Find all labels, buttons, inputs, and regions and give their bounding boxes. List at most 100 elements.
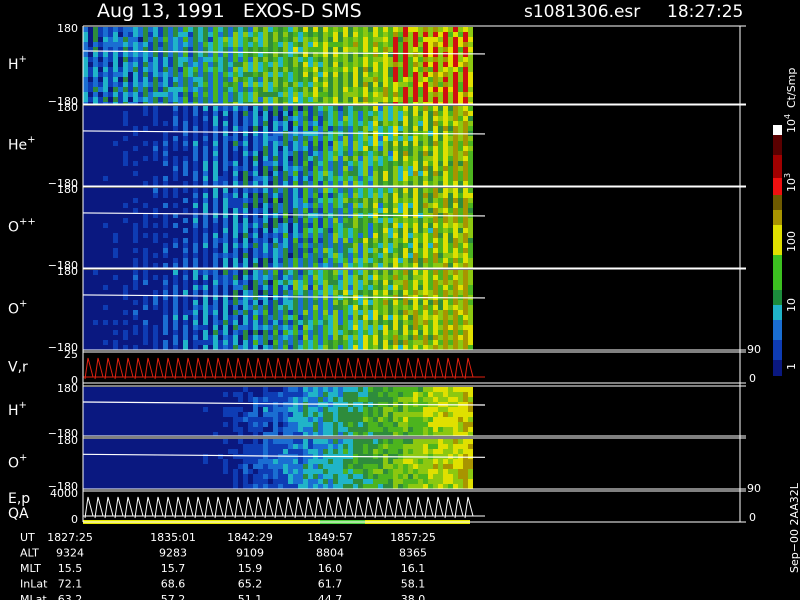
spectrum-cell xyxy=(243,310,248,315)
spectrum-cell xyxy=(378,87,383,92)
spectrum-cell xyxy=(378,330,383,335)
spectrum-cell xyxy=(338,151,343,156)
spectrum-cell xyxy=(323,151,328,156)
spectrum-cell xyxy=(258,315,263,320)
spectrum-cell xyxy=(433,176,438,181)
spectrum-cell xyxy=(238,72,243,77)
spectrum-cell xyxy=(298,156,303,161)
spectrum-cell xyxy=(353,193,358,198)
spectrum-cell xyxy=(183,72,188,77)
spectrum-cell xyxy=(258,37,263,42)
spectrum-cell xyxy=(178,151,183,156)
spectrum-cell xyxy=(378,52,383,57)
spectrum-cell xyxy=(228,156,233,161)
spectrum-cell xyxy=(263,102,268,104)
spectrum-cell xyxy=(193,253,198,258)
spectrum-cell xyxy=(158,325,163,330)
spectrum-cell xyxy=(333,171,338,176)
spectrum-cell xyxy=(253,151,258,156)
spectrum-cell xyxy=(198,27,203,32)
spectrum-cell xyxy=(438,258,443,263)
spectrum-cell xyxy=(113,111,118,116)
spectrum-cell xyxy=(433,136,438,141)
spectrum-cell xyxy=(393,285,398,290)
spectrum-cell xyxy=(258,248,263,253)
spectrum-cell xyxy=(383,253,388,258)
spectrum-cell xyxy=(243,258,248,263)
spectrum-cell xyxy=(323,198,328,203)
spectrum-cell xyxy=(378,193,383,198)
spectrum-cell xyxy=(178,47,183,52)
spectrum-cell xyxy=(133,176,138,181)
spectrum-cell xyxy=(313,77,318,82)
spectrum-cell xyxy=(333,181,338,186)
spectrum-cell xyxy=(218,243,223,248)
spectrum-cell xyxy=(163,156,168,161)
spectrum-cell xyxy=(253,47,258,52)
spectrum-cell xyxy=(413,181,418,186)
spectrum-cell xyxy=(308,97,313,102)
spectrum-cell xyxy=(383,37,388,42)
spectrum-cell xyxy=(283,325,288,330)
spectrum-cell xyxy=(453,72,458,77)
spectrum-cell xyxy=(298,275,303,280)
spectrum-cell xyxy=(278,263,283,268)
spectrum-cell xyxy=(253,72,258,77)
spectrum-cell xyxy=(448,228,453,233)
spectrum-cell xyxy=(363,72,368,77)
spectrum-cell xyxy=(333,102,338,104)
spectrum-cell xyxy=(138,116,143,121)
spectrum-cell xyxy=(433,92,438,97)
spectrum-cell xyxy=(323,126,328,131)
spectrum-cell xyxy=(283,238,288,243)
spectrum-cell xyxy=(293,330,298,335)
spectrum-cell xyxy=(248,131,253,136)
spectrum-cell xyxy=(298,258,303,263)
spectrum-cell xyxy=(453,325,458,330)
spectrum-cell xyxy=(98,77,103,82)
spectrum-cell xyxy=(253,218,258,223)
spectrum-cell xyxy=(283,300,288,305)
spectrum-cell xyxy=(163,47,168,52)
spectrum-cell xyxy=(363,176,368,181)
spectrum-cell xyxy=(338,97,343,102)
spectrum-cell xyxy=(413,285,418,290)
spectrum-cell xyxy=(223,62,228,67)
spectrum-cell xyxy=(328,198,333,203)
spectrum-cell xyxy=(233,275,238,280)
spectrum-cell xyxy=(438,62,443,67)
spectrum-cell xyxy=(458,203,463,208)
spectrum-cell xyxy=(278,52,283,57)
spectrum-cell xyxy=(178,146,183,151)
spectrum-cell xyxy=(208,62,213,67)
spectrum-cell xyxy=(343,171,348,176)
spectrum-cell xyxy=(228,233,233,238)
spectrum-cell xyxy=(433,325,438,330)
spectrum-cell xyxy=(268,213,273,218)
spectrum-cell xyxy=(213,223,218,228)
spectrum-cell xyxy=(138,126,143,131)
spectrum-cell xyxy=(153,213,158,218)
spectrum-cell xyxy=(128,248,133,253)
spectrum-cell xyxy=(378,67,383,72)
spectrum-cell xyxy=(83,77,88,82)
spectrum-cell xyxy=(143,146,148,151)
spectrum-cell xyxy=(243,325,248,330)
spectrum-cell xyxy=(173,57,178,62)
spectrum-cell xyxy=(253,280,258,285)
spectrum-cell xyxy=(298,203,303,208)
spectrum-cell xyxy=(293,52,298,57)
spectrum-cell xyxy=(148,62,153,67)
spectrum-cell xyxy=(418,161,423,166)
spectrum-cell xyxy=(208,305,213,310)
spectrum-cell xyxy=(143,126,148,131)
spectrum-cell xyxy=(333,111,338,116)
spectrum-cell xyxy=(198,330,203,335)
spectrum-cell xyxy=(403,151,408,156)
spectrum-cell xyxy=(343,310,348,315)
spectrum-cell xyxy=(388,275,393,280)
spectrum-cell xyxy=(408,92,413,97)
spectrum-cell xyxy=(433,57,438,62)
spectrum-cell xyxy=(283,203,288,208)
spectrum-cell xyxy=(443,102,448,104)
